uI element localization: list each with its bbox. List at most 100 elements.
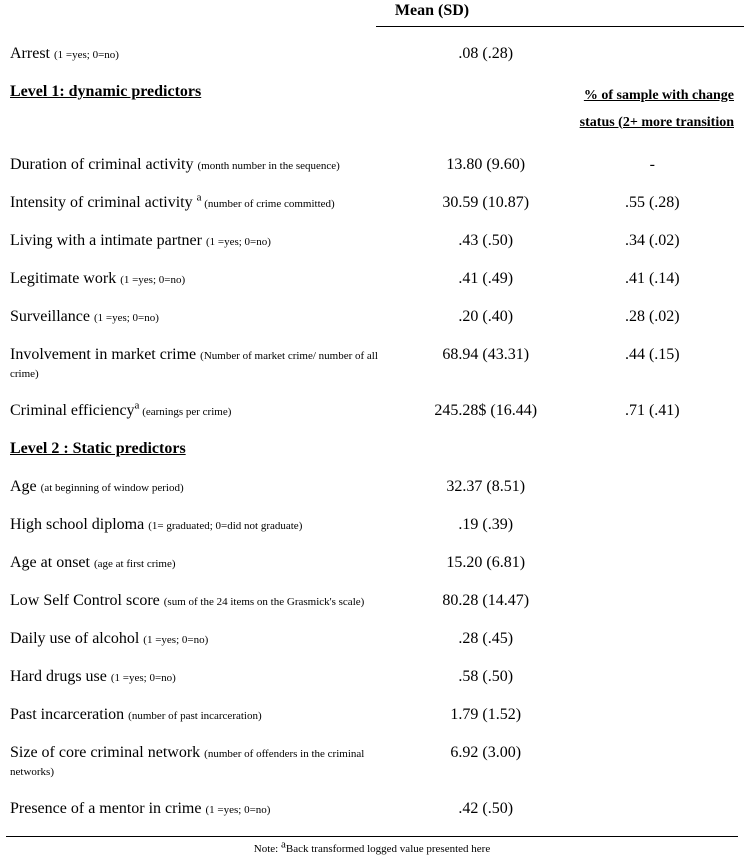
row-pct: .28 (.02): [567, 298, 738, 336]
row-label: Presence of a mentor in crime (1 =yes; 0…: [6, 790, 405, 828]
label-main: Daily use of alcohol: [10, 630, 143, 647]
row-mean: .08 (.28): [405, 35, 567, 73]
row-label: Age (at beginning of window period): [6, 468, 405, 506]
level1-title-cell: Level 1: dynamic predictors: [6, 73, 405, 146]
row-pct: .44 (.15): [567, 336, 738, 392]
header-divider: [376, 26, 744, 27]
label-main: Hard drugs use: [10, 668, 111, 685]
level1-title: Level 1: dynamic predictors: [10, 83, 201, 100]
label-sub: (1 =yes; 0=no): [205, 804, 270, 816]
label-sub: (number of crime committed): [202, 198, 335, 210]
row-label: Arrest (1 =yes; 0=no): [6, 35, 405, 73]
label-main: Low Self Control score: [10, 592, 164, 609]
table-row: Criminal efficiencya (earnings per crime…: [6, 392, 738, 430]
row-pct: [567, 790, 738, 828]
label-main: Surveillance: [10, 308, 94, 325]
row-label: Past incarceration (number of past incar…: [6, 696, 405, 734]
row-mean: 15.20 (6.81): [405, 544, 567, 582]
row-mean: 32.37 (8.51): [405, 468, 567, 506]
row-mean: 245.28$ (16.44): [405, 392, 567, 430]
table-row: Intensity of criminal activity a (number…: [6, 184, 738, 222]
row-label: Living with a intimate partner (1 =yes; …: [6, 222, 405, 260]
pct-header-line1: % of sample with change: [584, 88, 734, 103]
table-row: Arrest (1 =yes; 0=no) .08 (.28): [6, 35, 738, 73]
row-pct: [567, 35, 738, 73]
row-mean: 68.94 (43.31): [405, 336, 567, 392]
label-sub: (month number in the sequence): [198, 160, 340, 172]
row-mean: .58 (.50): [405, 658, 567, 696]
label-main: Criminal efficiency: [10, 402, 135, 419]
row-mean: .28 (.45): [405, 620, 567, 658]
label-sub: (1 =yes; 0=no): [54, 49, 119, 61]
row-label: High school diploma (1= graduated; 0=did…: [6, 506, 405, 544]
row-label: Hard drugs use (1 =yes; 0=no): [6, 658, 405, 696]
row-pct: [567, 468, 738, 506]
label-sub: (earnings per crime): [139, 406, 231, 418]
table-row: Past incarceration (number of past incar…: [6, 696, 738, 734]
table-row: High school diploma (1= graduated; 0=did…: [6, 506, 738, 544]
row-pct: [567, 734, 738, 790]
row-label: Legitimate work (1 =yes; 0=no): [6, 260, 405, 298]
label-main: Intensity of criminal activity: [10, 194, 197, 211]
section-row: Level 2 : Static predictors: [6, 430, 738, 468]
table-row: Daily use of alcohol (1 =yes; 0=no).28 (…: [6, 620, 738, 658]
row-label: Surveillance (1 =yes; 0=no): [6, 298, 405, 336]
label-sub: (1 =yes; 0=no): [111, 672, 176, 684]
row-label: Age at onset (age at first crime): [6, 544, 405, 582]
label-main: Age at onset: [10, 554, 94, 571]
row-label: Size of core criminal network (number of…: [6, 734, 405, 790]
label-sub: (1 =yes; 0=no): [206, 236, 271, 248]
label-main: Legitimate work: [10, 270, 120, 287]
row-label: Involvement in market crime (Number of m…: [6, 336, 405, 392]
label-main: High school diploma: [10, 516, 148, 533]
footnote-text: Back transformed logged value presented …: [286, 843, 490, 855]
label-sub: (1 =yes; 0=no): [120, 274, 185, 286]
label-main: Presence of a mentor in crime: [10, 800, 205, 817]
footnote-prefix: Note:: [254, 843, 281, 855]
level2-title: Level 2 : Static predictors: [10, 440, 186, 457]
table-row: Duration of criminal activity (month num…: [6, 146, 738, 184]
table-row: Presence of a mentor in crime (1 =yes; 0…: [6, 790, 738, 828]
row-pct: .71 (.41): [567, 392, 738, 430]
row-pct: [567, 658, 738, 696]
row-label: Low Self Control score (sum of the 24 it…: [6, 582, 405, 620]
row-mean: 1.79 (1.52): [405, 696, 567, 734]
row-mean: .20 (.40): [405, 298, 567, 336]
row-mean: .42 (.50): [405, 790, 567, 828]
row-pct: [567, 544, 738, 582]
row-label: Intensity of criminal activity a (number…: [6, 184, 405, 222]
label-main: Past incarceration: [10, 706, 128, 723]
table-row: Low Self Control score (sum of the 24 it…: [6, 582, 738, 620]
row-mean: 6.92 (3.00): [405, 734, 567, 790]
table-row: Legitimate work (1 =yes; 0=no).41 (.49).…: [6, 260, 738, 298]
row-mean: .41 (.49): [405, 260, 567, 298]
label-main: Involvement in market crime: [10, 346, 200, 363]
label-sub: (1 =yes; 0=no): [143, 634, 208, 646]
table-row: Size of core criminal network (number of…: [6, 734, 738, 790]
label-main: Arrest: [10, 45, 54, 62]
row-mean: .19 (.39): [405, 506, 567, 544]
label-sub: (at beginning of window period): [41, 482, 184, 494]
label-sub: (number of past incarceration): [128, 710, 261, 722]
table-row: Age (at beginning of window period)32.37…: [6, 468, 738, 506]
table-row: Surveillance (1 =yes; 0=no).20 (.40).28 …: [6, 298, 738, 336]
table-row: Involvement in market crime (Number of m…: [6, 336, 738, 392]
row-pct: .55 (.28): [567, 184, 738, 222]
label-sub: (age at first crime): [94, 558, 176, 570]
row-pct: [567, 506, 738, 544]
label-main: Duration of criminal activity: [10, 156, 198, 173]
row-mean: 30.59 (10.87): [405, 184, 567, 222]
table-row: Hard drugs use (1 =yes; 0=no).58 (.50): [6, 658, 738, 696]
row-mean: 13.80 (9.60): [405, 146, 567, 184]
row-label: Criminal efficiencya (earnings per crime…: [6, 392, 405, 430]
row-label: Daily use of alcohol (1 =yes; 0=no): [6, 620, 405, 658]
row-pct: -: [567, 146, 738, 184]
row-pct: [567, 620, 738, 658]
label-sub: (sum of the 24 items on the Grasmick's s…: [164, 596, 365, 608]
table-row: Age at onset (age at first crime)15.20 (…: [6, 544, 738, 582]
level2-title-cell: Level 2 : Static predictors: [6, 430, 405, 468]
row-mean: .43 (.50): [405, 222, 567, 260]
label-main: Size of core criminal network: [10, 744, 204, 761]
footnote: Note: aBack transformed logged value pre…: [6, 843, 738, 855]
row-pct: .41 (.14): [567, 260, 738, 298]
